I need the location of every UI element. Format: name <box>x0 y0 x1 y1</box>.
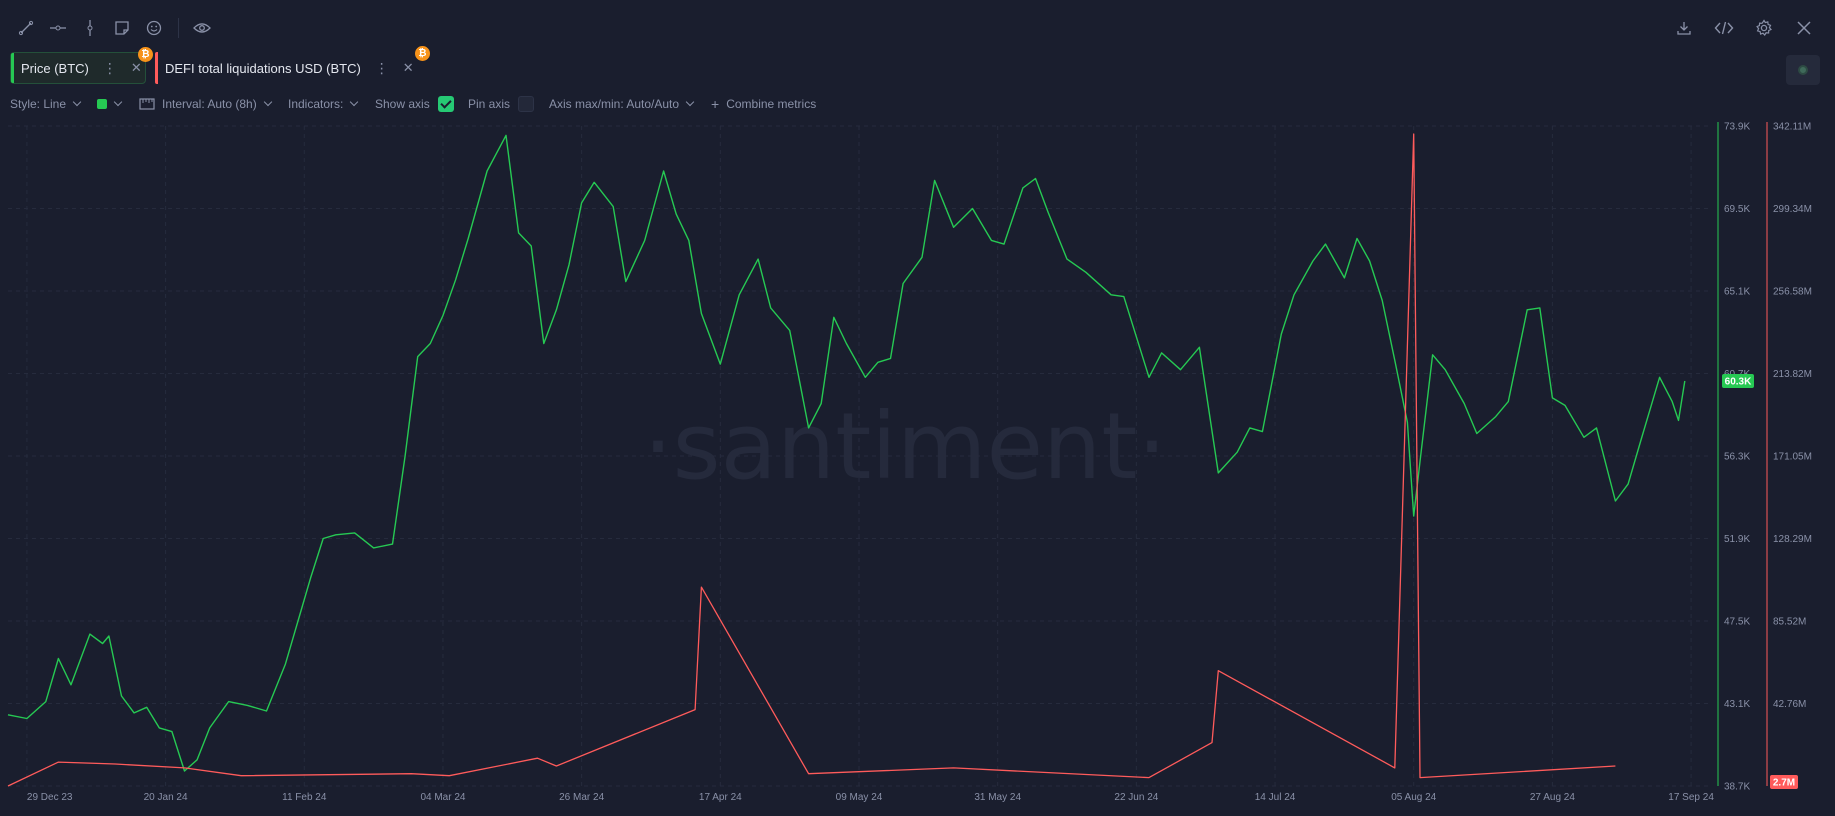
y-right-tick-label: 299.34M <box>1773 204 1812 215</box>
x-tick-label: 20 Jan 24 <box>144 792 188 803</box>
live-indicator-button[interactable] <box>1786 55 1820 85</box>
settings-gear-icon[interactable] <box>1753 17 1775 39</box>
bitcoin-badge-icon: ₿ <box>415 46 430 61</box>
embed-code-icon[interactable] <box>1713 17 1735 39</box>
show-axis-checkbox[interactable] <box>437 96 454 112</box>
y-left-tick-label: 51.9K <box>1724 534 1750 545</box>
chevron-down-icon <box>72 97 82 107</box>
chart-series <box>7 133 1686 787</box>
axis-maxmin-dropdown[interactable]: Axis max/min: Auto/Auto <box>549 94 695 114</box>
y-left-tick-label: 47.5K <box>1724 617 1750 628</box>
metric-color-bar <box>11 53 14 83</box>
x-tick-label: 29 Dec 23 <box>27 792 73 803</box>
x-tick-label: 27 Aug 24 <box>1530 792 1575 803</box>
metric-color-bar <box>155 52 158 84</box>
more-options-icon[interactable]: ⋮ <box>102 59 117 76</box>
x-tick-label: 17 Apr 24 <box>699 792 742 803</box>
ruler-icon <box>139 98 155 110</box>
color-picker[interactable] <box>97 94 123 114</box>
vertical-line-icon[interactable] <box>79 17 101 39</box>
y-left-tick-label: 73.9K <box>1724 122 1750 133</box>
y-left-tick-label: 65.1K <box>1724 287 1750 298</box>
color-swatch <box>97 99 107 109</box>
liquidations-current-badge <box>1770 775 1798 789</box>
chart-axes: 29 Dec 23 20 Jan 24 11 Feb 24 04 Mar 24 26 M… <box>27 122 1812 804</box>
x-tick-label: 11 Feb 24 <box>282 792 327 803</box>
x-tick-label: 22 Jun 24 <box>1114 792 1158 803</box>
style-label: Style: Line <box>10 97 67 111</box>
note-icon[interactable] <box>111 17 133 39</box>
metric-tab-defi-liquidations[interactable]: DEFI total liquidations USD (BTC) ⋮ ✕ ₿ <box>155 46 430 84</box>
indicators-dropdown[interactable]: Indicators: <box>288 94 359 114</box>
x-tick-label: 14 Jul 24 <box>1255 792 1296 803</box>
y-left-tick-label: 43.1K <box>1724 699 1750 710</box>
indicators-label: Indicators: <box>288 97 344 111</box>
price-current-label: 60.3K <box>1725 377 1752 388</box>
y-left-tick-label: 56.3K <box>1724 452 1750 463</box>
price-current-badge <box>1722 374 1754 388</box>
download-icon[interactable] <box>1673 17 1695 39</box>
y-left-tick-label: 38.7K <box>1724 782 1750 793</box>
close-icon[interactable] <box>1793 17 1815 39</box>
bitcoin-badge-icon: ₿ <box>138 47 153 62</box>
interval-dropdown[interactable]: Interval: Auto (8h) <box>139 94 272 114</box>
x-tick-label: 09 May 24 <box>836 792 883 803</box>
liquidations-current-label: 2.7M <box>1773 778 1795 789</box>
toolbar-divider <box>178 18 179 38</box>
y-left-tick-label: 69.5K <box>1724 204 1750 215</box>
x-tick-label: 04 Mar 24 <box>420 792 465 803</box>
chevron-down-icon <box>113 97 123 107</box>
pin-axis-toggle[interactable]: Pin axis <box>468 94 535 114</box>
price-series-line <box>7 134 1686 772</box>
style-dropdown[interactable]: Style: Line <box>10 94 82 114</box>
y-right-tick-label: 256.58M <box>1773 287 1812 298</box>
x-tick-label: 31 May 24 <box>974 792 1021 803</box>
chart-grid <box>8 125 1712 787</box>
watermark: ·santiment· <box>643 393 1166 500</box>
pin-axis-checkbox[interactable] <box>518 96 535 112</box>
axis-maxmin-label: Axis max/min: Auto/Auto <box>549 97 680 111</box>
line-tool-icon[interactable] <box>15 17 37 39</box>
show-axis-toggle[interactable]: Show axis <box>375 94 454 114</box>
y-right-tick-label: 342.11M <box>1773 122 1811 133</box>
status-dot-icon <box>1798 65 1808 75</box>
x-tick-label: 05 Aug 24 <box>1391 792 1436 803</box>
x-tick-label: 26 Mar 24 <box>559 792 604 803</box>
emoji-icon[interactable] <box>143 17 165 39</box>
show-axis-label: Show axis <box>375 97 430 111</box>
y-right-tick-label: 85.52M <box>1773 617 1806 628</box>
metric-tab-price[interactable]: Price (BTC) ⋮ ✕ ₿ <box>10 47 153 84</box>
chart-area[interactable]: ·santiment· 29 Dec 23 20 Jan 24 11 Feb 24 0… <box>0 118 1835 816</box>
combine-metrics-button[interactable]: + Combine metrics <box>711 94 816 114</box>
more-options-icon[interactable]: ⋮ <box>374 59 389 76</box>
metric-label: Price (BTC) <box>21 60 89 76</box>
chevron-down-icon <box>350 97 359 107</box>
metric-label: DEFI total liquidations USD (BTC) <box>165 60 361 76</box>
combine-metrics-label: Combine metrics <box>726 97 817 111</box>
pin-axis-label: Pin axis <box>468 97 511 111</box>
plus-icon: + <box>711 96 720 112</box>
toolbar <box>0 0 1835 56</box>
eye-icon[interactable] <box>191 17 213 39</box>
y-right-tick-label: 128.29M <box>1773 534 1812 545</box>
interval-label: Interval: Auto (8h) <box>162 97 257 111</box>
horizontal-ray-icon[interactable] <box>47 17 69 39</box>
remove-metric-icon[interactable]: ✕ <box>402 60 414 75</box>
chevron-down-icon <box>685 97 695 107</box>
y-right-tick-label: 213.82M <box>1773 369 1812 380</box>
remove-metric-icon[interactable]: ✕ <box>130 60 142 75</box>
y-right-tick-label: 171.05M <box>1773 452 1812 463</box>
chevron-down-icon <box>263 97 272 107</box>
x-tick-label: 17 Sep 24 <box>1668 792 1714 803</box>
y-right-tick-label: 42.76M <box>1773 699 1806 710</box>
liquidations-series-line <box>7 133 1616 787</box>
